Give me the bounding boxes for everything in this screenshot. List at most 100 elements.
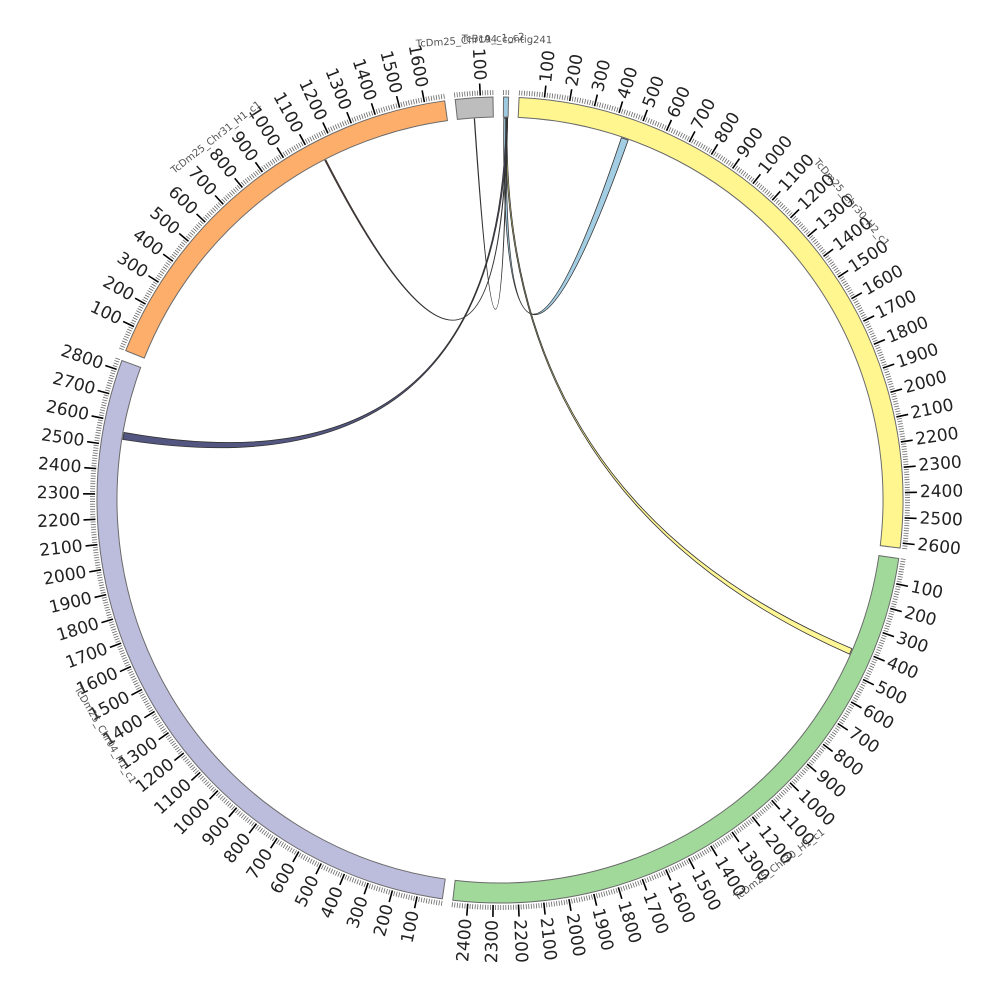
- major-tick: [851, 292, 863, 300]
- minor-tick: [746, 174, 751, 180]
- minor-tick: [221, 198, 226, 203]
- minor-tick: [890, 605, 896, 608]
- minor-tick: [719, 155, 724, 161]
- minor-tick: [440, 94, 443, 100]
- major-tick: [131, 688, 143, 696]
- minor-tick: [346, 119, 350, 125]
- minor-tick: [868, 667, 874, 671]
- tick-marks: 100 200 3004005006007008009001000110012001…: [37, 43, 964, 963]
- minor-tick: [890, 393, 897, 396]
- minor-tick: [589, 100, 592, 106]
- minor-tick: [189, 764, 194, 769]
- minor-tick: [727, 834, 731, 840]
- minor-tick: [764, 189, 769, 194]
- minor-tick: [884, 625, 890, 628]
- minor-tick: [583, 896, 586, 902]
- minor-tick: [370, 110, 374, 116]
- minor-tick: [892, 397, 898, 401]
- minor-tick: [874, 653, 880, 657]
- minor-tick: [148, 708, 154, 713]
- minor-tick: [335, 870, 338, 876]
- minor-tick: [836, 271, 842, 276]
- major-tick: [91, 415, 104, 420]
- minor-tick: [346, 875, 350, 881]
- minor-tick: [151, 283, 157, 287]
- minor-tick: [805, 231, 810, 235]
- minor-tick: [167, 260, 172, 264]
- minor-tick: [741, 824, 746, 829]
- tick-label: 300: [588, 58, 615, 94]
- minor-tick: [725, 836, 729, 841]
- minor-tick: [417, 98, 420, 104]
- major-tick: [903, 465, 916, 468]
- minor-tick: [773, 798, 778, 803]
- minor-tick: [284, 844, 289, 850]
- minor-tick: [375, 885, 379, 892]
- minor-tick: [611, 105, 614, 111]
- major-tick: [363, 882, 369, 895]
- minor-tick: [117, 645, 123, 648]
- tick-label: 1900: [588, 906, 617, 953]
- minor-tick: [97, 421, 103, 424]
- minor-tick: [677, 131, 681, 137]
- minor-tick: [900, 438, 906, 440]
- minor-tick: [93, 549, 99, 551]
- major-tick: [97, 389, 110, 395]
- minor-tick: [206, 212, 211, 217]
- minor-tick: [105, 386, 111, 390]
- minor-tick: [265, 163, 269, 168]
- minor-tick: [695, 141, 699, 146]
- minor-tick: [107, 379, 113, 382]
- minor-tick: [101, 596, 107, 599]
- major-tick: [421, 90, 426, 103]
- minor-tick: [620, 886, 623, 892]
- minor-tick: [217, 793, 222, 799]
- minor-tick: [428, 898, 430, 904]
- major-tick: [900, 439, 913, 443]
- tick-label: 200: [902, 603, 939, 631]
- minor-tick: [148, 287, 154, 292]
- minor-tick: [187, 762, 193, 767]
- minor-tick: [101, 404, 107, 407]
- minor-tick: [97, 579, 104, 582]
- tick-label: 2500: [40, 425, 86, 451]
- minor-tick: [902, 545, 908, 547]
- minor-tick: [334, 124, 338, 130]
- tick-label: 300: [894, 628, 931, 658]
- minor-tick: [302, 855, 306, 860]
- minor-tick: [679, 132, 683, 138]
- major-tick: [85, 543, 98, 547]
- minor-tick: [92, 455, 98, 457]
- minor-tick: [566, 899, 568, 905]
- minor-tick: [273, 157, 278, 163]
- minor-tick: [217, 202, 222, 207]
- minor-tick: [804, 229, 809, 234]
- minor-tick: [370, 884, 374, 890]
- minor-tick: [276, 839, 280, 845]
- minor-tick: [875, 651, 881, 654]
- minor-tick: [833, 267, 839, 272]
- tick-label: 400: [614, 65, 643, 102]
- minor-tick: [108, 377, 114, 380]
- minor-tick: [622, 885, 626, 891]
- minor-tick: [818, 246, 824, 251]
- minor-tick: [118, 647, 124, 651]
- major-tick: [896, 582, 909, 588]
- tick-label: 2400: [37, 454, 82, 477]
- chromosome-segment-chr30H1: [452, 555, 900, 904]
- major-tick: [208, 790, 219, 800]
- minor-tick: [845, 710, 851, 714]
- minor-tick: [673, 129, 676, 135]
- minor-tick: [356, 115, 359, 121]
- minor-tick: [730, 162, 734, 168]
- minor-tick: [400, 102, 403, 108]
- tick-label: 100: [468, 48, 490, 81]
- minor-tick: [98, 414, 104, 417]
- minor-tick: [203, 779, 208, 784]
- minor-tick: [834, 727, 840, 731]
- major-tick: [837, 269, 849, 278]
- minor-tick: [423, 897, 425, 903]
- tick-label: 1900: [894, 340, 941, 373]
- minor-tick: [581, 896, 583, 902]
- minor-tick: [601, 103, 604, 109]
